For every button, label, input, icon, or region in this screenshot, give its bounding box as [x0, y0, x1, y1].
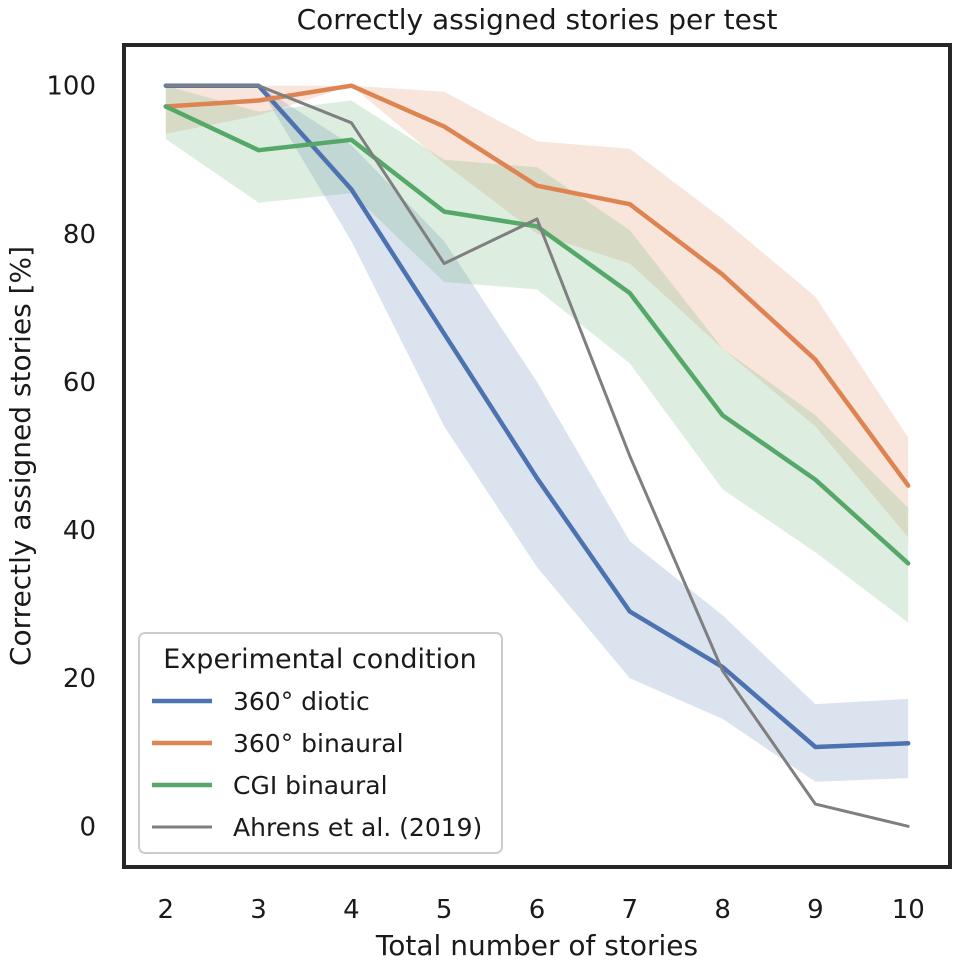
y-tick-label: 60 — [63, 368, 96, 398]
x-tick-label: 7 — [622, 895, 639, 925]
series-line-ahrens-et-al-2019 — [164, 84, 910, 828]
x-axis-label: Total number of stories — [375, 929, 698, 962]
legend-label-cgi-binaural: CGI binaural — [233, 771, 388, 800]
y-tick-label: 100 — [46, 72, 96, 102]
legend-title: Experimental condition — [163, 644, 476, 675]
legend-label-ahrens-et-al-2019: Ahrens et al. (2019) — [233, 813, 482, 842]
y-tick-label: 20 — [63, 664, 96, 694]
legend-label-360-binaural: 360° binaural — [233, 729, 404, 758]
y-tick-label: 0 — [79, 812, 96, 842]
x-tick-label: 5 — [436, 895, 453, 925]
series-lines — [163, 83, 911, 828]
x-tick-label: 6 — [529, 895, 546, 925]
x-tick-label: 2 — [157, 895, 174, 925]
y-axis-ticks: 0 20 40 60 80 100 — [46, 72, 96, 843]
ci-band-360-diotic — [165, 85, 909, 782]
x-tick-label: 9 — [807, 895, 824, 925]
x-tick-label: 3 — [250, 895, 267, 925]
x-tick-label: 4 — [343, 895, 360, 925]
series-line-360-binaural — [163, 83, 911, 488]
y-tick-label: 80 — [63, 220, 96, 250]
series-line-360-diotic — [163, 83, 911, 750]
ci-band-cgi-binaural — [165, 85, 909, 623]
x-tick-label: 10 — [892, 895, 925, 925]
legend: Experimental condition 360° diotic 360° b… — [138, 632, 503, 854]
x-tick-label: 8 — [714, 895, 731, 925]
x-axis-ticks: 2 3 4 5 6 7 8 9 10 — [157, 895, 924, 925]
y-tick-label: 40 — [63, 516, 96, 546]
legend-label-360-diotic: 360° diotic — [233, 687, 370, 716]
plot-frame — [122, 43, 952, 869]
chart-title: Correctly assigned stories per test — [297, 3, 778, 36]
legend-entries: 360° diotic 360° binaural CGI binaural Ahre… — [152, 687, 482, 842]
series-line-cgi-binaural — [163, 104, 911, 566]
y-axis-label: Correctly assigned stories [%] — [4, 246, 37, 666]
legend-box — [138, 632, 503, 854]
